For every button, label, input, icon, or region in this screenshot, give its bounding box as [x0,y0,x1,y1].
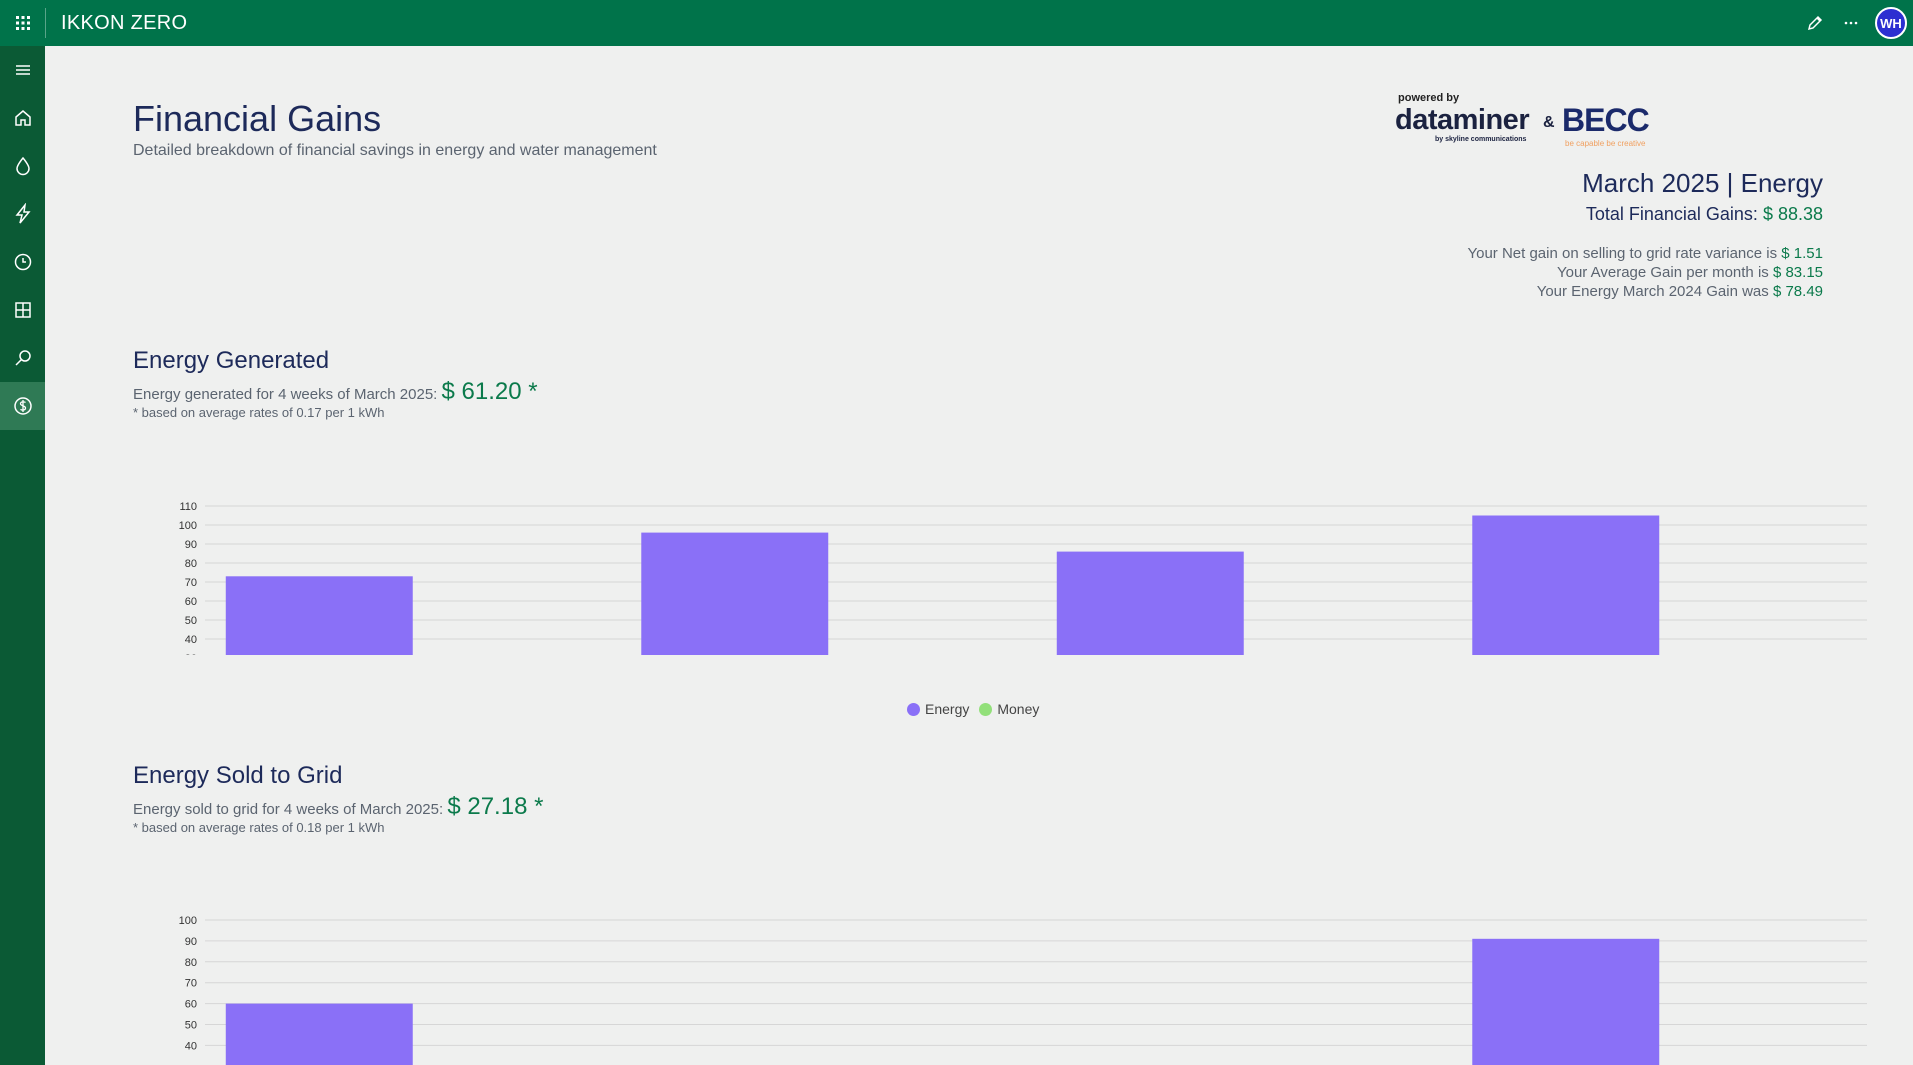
page-title: Financial Gains [133,98,382,139]
legend-label: Energy [925,701,970,717]
lightning-icon [14,203,31,224]
y-tick-label: 100 [179,520,197,532]
powered-by-label: powered by [1398,92,1460,104]
stat-average-gain: Your Average Gain per month is $ 83.15 [1557,264,1823,281]
sidebar-item-energy[interactable] [0,190,45,238]
legend-swatch [907,702,920,716]
y-tick-label: 50 [185,1020,197,1032]
apps-grid-icon[interactable] [0,8,46,38]
legend-item-money[interactable]: Money [979,701,1039,717]
bar-energy [1472,515,1660,655]
section-title-energy-sold: Energy Sold to Grid [133,762,343,789]
section-desc-energy-generated: Energy generated for 4 weeks of March 20… [133,378,538,406]
becc-tagline: be capable be creative [1565,139,1646,148]
bar-energy [225,1003,413,1065]
y-tick-label: 80 [185,558,197,570]
dataminer-tagline: by skyline communications [1435,136,1527,143]
y-tick-label: 90 [185,936,197,948]
stat-label: Your Energy March 2024 Gain was [1536,283,1769,300]
y-tick-label: 60 [185,596,197,608]
section-note: * based on average rates of 0.17 per 1 k… [133,405,385,420]
y-tick-label: 40 [185,1040,197,1052]
y-tick-label: 40 [185,634,197,646]
energy-generated-chart: 0102030405060708090100110Week 1Week 2Wee… [179,501,1867,655]
y-tick-label: 50 [185,615,197,627]
total-gains-label: Total Financial Gains: [1585,204,1758,224]
page-subtitle: Detailed breakdown of financial savings … [133,142,657,159]
stat-net-gain: Your Net gain on selling to grid rate va… [1467,245,1823,262]
period-label: March 2025 | Energy [1582,168,1823,198]
becc-logo-text: BECC [1562,102,1650,138]
y-tick-label: 30 [185,653,197,655]
y-tick-label: 70 [185,978,197,990]
logo-ampersand: & [1543,114,1555,131]
sidebar-item-grid[interactable] [0,286,45,334]
stat-value: $ 1.51 [1781,245,1823,262]
total-gains-value: $ 88.38 [1762,204,1823,224]
section-desc-energy-sold: Energy sold to grid for 4 weeks of March… [133,793,543,821]
bar-energy [641,532,829,655]
stat-label: Your Average Gain per month is [1556,264,1769,281]
section-amount: $ 27.18 * [447,793,544,820]
sidebar-item-water[interactable] [0,142,45,190]
main-content: Financial Gains Detailed breakdown of fi… [45,46,1913,1065]
bar-energy [1472,938,1660,1065]
section-title-energy-generated: Energy Generated [133,347,330,374]
clock-icon [14,253,31,271]
top-bar: IKKON ZERO WH [0,0,1913,46]
becc-logo: BECC [1562,102,1650,139]
search-icon [14,350,31,366]
water-drop-icon [15,156,30,176]
legend-swatch [979,702,993,716]
avatar[interactable]: WH [1875,7,1907,39]
stat-value: $ 78.49 [1772,283,1823,300]
section-desc-text: Energy sold to grid for 4 weeks of March… [133,801,444,818]
chart-legend: Energy Money [907,701,1039,717]
y-tick-label: 80 [185,957,197,969]
y-tick-label: 100 [179,915,197,927]
pencil-icon[interactable] [1797,0,1833,46]
dataminer-logo: dataminer [1395,104,1530,136]
bar-energy [225,576,413,655]
app-title: IKKON ZERO [61,11,188,34]
y-tick-label: 70 [185,577,197,589]
section-desc-text: Energy generated for 4 weeks of March 20… [133,386,438,403]
sidebar [0,46,45,1065]
sidebar-item-search[interactable] [0,334,45,382]
dollar-icon [13,397,32,415]
stat-value: $ 83.15 [1772,264,1823,281]
more-dots-icon[interactable] [1833,0,1869,46]
y-tick-label: 110 [179,501,197,513]
partner-logos: powered by dataminer by skyline communic… [1395,92,1675,152]
section-note: * based on average rates of 0.18 per 1 k… [133,820,385,835]
sidebar-item-home[interactable] [0,94,45,142]
stat-label: Your Net gain on selling to grid rate va… [1467,245,1778,262]
hamburger-icon [15,65,30,75]
legend-label: Money [997,701,1040,717]
section-amount: $ 61.20 * [441,378,538,405]
home-icon [14,110,31,126]
legend-item-energy[interactable]: Energy [907,701,969,717]
sidebar-item-financial[interactable] [0,382,45,430]
y-tick-label: 90 [185,539,197,551]
sidebar-item-menu[interactable] [0,46,45,94]
total-gains: Total Financial Gains: $ 88.38 [1586,204,1823,225]
stat-last-year-gain: Your Energy March 2024 Gain was $ 78.49 [1537,283,1823,300]
bar-energy [1056,551,1244,655]
y-tick-label: 60 [185,999,197,1011]
energy-sold-chart: 40 50 60 70 80 90 100 [179,915,1867,1065]
sidebar-item-history[interactable] [0,238,45,286]
grid-icon [14,302,31,318]
